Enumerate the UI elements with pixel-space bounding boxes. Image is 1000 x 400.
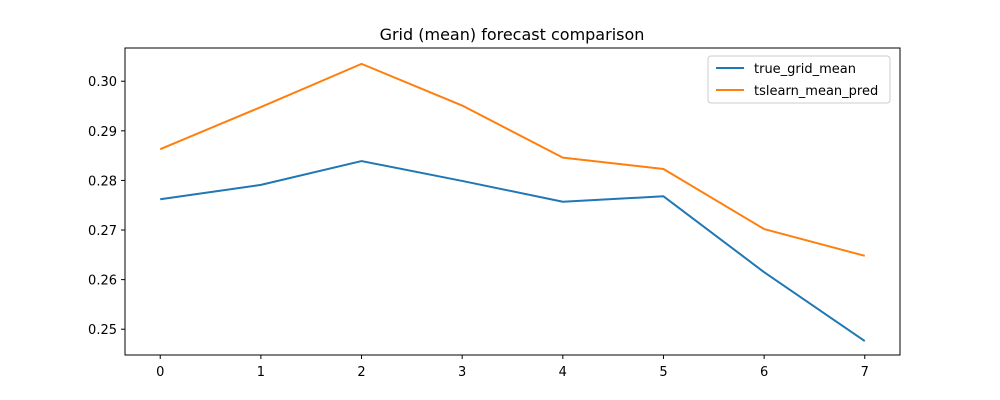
series-line-true_grid_mean [160, 160, 866, 342]
legend-label: true_grid_mean [754, 62, 856, 77]
x-tick-label: 1 [257, 365, 265, 380]
x-tick-label: 2 [357, 365, 365, 380]
x-axis: 0 1 2 3 4 5 6 7 [156, 355, 869, 380]
x-tick-label: 6 [760, 365, 768, 380]
series-layer [159, 62, 866, 342]
y-tick-label: 0.26 [88, 274, 117, 289]
x-tick-label: 0 [156, 365, 164, 380]
x-tick-label: 7 [861, 365, 869, 380]
y-tick-label: 0.27 [88, 224, 117, 239]
y-axis: 0.25 0.26 0.27 0.28 0.29 0.30 [88, 75, 125, 338]
legend-box [707, 55, 891, 104]
series-line-tslearn_mean_pred [159, 62, 866, 257]
y-tick-label: 0.28 [88, 174, 117, 189]
legend-label: tslearn_mean_pred [754, 84, 878, 99]
legend: true_grid_mean tslearn_mean_pred [707, 55, 891, 104]
plot-area-frame [124, 47, 901, 356]
chart-title: Grid (mean) forecast comparison [380, 25, 645, 44]
y-tick-label: 0.29 [88, 125, 117, 140]
y-tick-label: 0.30 [88, 75, 117, 90]
y-tick-label: 0.25 [88, 323, 117, 338]
x-tick-label: 4 [559, 365, 567, 380]
x-tick-label: 3 [458, 365, 466, 380]
x-tick-label: 5 [659, 365, 667, 380]
